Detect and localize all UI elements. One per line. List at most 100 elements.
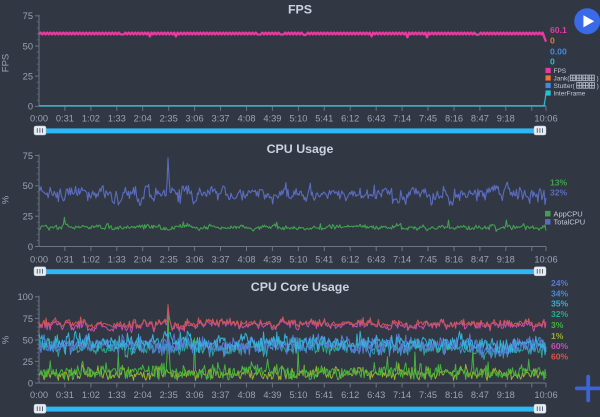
svg-text:6:43: 6:43 xyxy=(367,113,385,123)
svg-text:5:41: 5:41 xyxy=(315,390,333,400)
svg-text:50: 50 xyxy=(23,335,33,345)
svg-text:60%: 60% xyxy=(551,341,569,351)
svg-text:0.00: 0.00 xyxy=(550,47,567,57)
svg-text:FPS: FPS xyxy=(554,68,567,75)
svg-text:0:31: 0:31 xyxy=(56,254,74,264)
svg-text:7:14: 7:14 xyxy=(393,254,411,264)
svg-text:1%: 1% xyxy=(551,331,564,341)
svg-text:9:18: 9:18 xyxy=(497,390,515,400)
svg-text:13%: 13% xyxy=(550,178,568,188)
svg-text:2:35: 2:35 xyxy=(160,113,178,123)
svg-text:0: 0 xyxy=(28,102,33,112)
svg-text:0:31: 0:31 xyxy=(56,113,74,123)
svg-text:1:02: 1:02 xyxy=(82,113,100,123)
svg-text:50: 50 xyxy=(23,41,33,51)
svg-text:25: 25 xyxy=(23,357,33,367)
svg-text:): ) xyxy=(597,83,599,90)
svg-text:2:35: 2:35 xyxy=(160,254,178,264)
svg-text:FPS: FPS xyxy=(288,3,312,17)
svg-text:8:47: 8:47 xyxy=(471,390,489,400)
svg-text:8:16: 8:16 xyxy=(445,254,463,264)
svg-text:3:37: 3:37 xyxy=(211,113,229,123)
svg-text:5:10: 5:10 xyxy=(289,113,307,123)
svg-text:2:35: 2:35 xyxy=(160,390,178,400)
svg-text:60.1: 60.1 xyxy=(550,25,567,35)
svg-text:1:02: 1:02 xyxy=(82,390,100,400)
svg-text:0:00: 0:00 xyxy=(30,390,48,400)
svg-text:25: 25 xyxy=(23,212,33,222)
svg-text:7:14: 7:14 xyxy=(393,390,411,400)
svg-text:0: 0 xyxy=(28,242,33,252)
svg-text:CPU Core Usage: CPU Core Usage xyxy=(251,280,350,294)
svg-text:4:08: 4:08 xyxy=(237,254,255,264)
svg-text:1:33: 1:33 xyxy=(108,113,126,123)
svg-text:1:33: 1:33 xyxy=(108,254,126,264)
svg-text:7:45: 7:45 xyxy=(419,113,437,123)
svg-text:2:04: 2:04 xyxy=(134,113,152,123)
svg-text:2:04: 2:04 xyxy=(134,254,152,264)
svg-text:4:08: 4:08 xyxy=(237,390,255,400)
svg-text:34%: 34% xyxy=(551,289,569,299)
svg-text:): ) xyxy=(597,75,599,82)
svg-text:32%: 32% xyxy=(550,187,568,197)
svg-text:35%: 35% xyxy=(551,299,569,309)
svg-text:8:47: 8:47 xyxy=(471,254,489,264)
svg-text:0:00: 0:00 xyxy=(30,113,48,123)
svg-text:75: 75 xyxy=(23,11,33,21)
svg-text:75: 75 xyxy=(23,314,33,324)
svg-text:AppCPU: AppCPU xyxy=(554,209,583,218)
svg-text:25: 25 xyxy=(23,72,33,82)
svg-text:3:06: 3:06 xyxy=(186,113,204,123)
svg-text:3:37: 3:37 xyxy=(211,390,229,400)
svg-text:75: 75 xyxy=(23,151,33,161)
svg-text:5:41: 5:41 xyxy=(315,254,333,264)
svg-text:FPS: FPS xyxy=(1,54,12,72)
svg-text:4:39: 4:39 xyxy=(263,254,281,264)
svg-text:5:10: 5:10 xyxy=(289,390,307,400)
svg-text:0:31: 0:31 xyxy=(56,390,74,400)
svg-text:6:43: 6:43 xyxy=(367,390,385,400)
svg-text:Stutter(: Stutter( xyxy=(554,83,576,90)
svg-text:6:43: 6:43 xyxy=(367,254,385,264)
svg-text:7:14: 7:14 xyxy=(393,113,411,123)
svg-text:10:06: 10:06 xyxy=(534,254,557,264)
svg-text:50: 50 xyxy=(23,181,33,191)
svg-text:24%: 24% xyxy=(551,278,569,288)
svg-text:9:18: 9:18 xyxy=(497,254,515,264)
svg-text:32%: 32% xyxy=(551,309,569,319)
svg-text:3:06: 3:06 xyxy=(186,254,204,264)
svg-text:CPU Usage: CPU Usage xyxy=(267,142,334,156)
svg-text:InterFrame: InterFrame xyxy=(554,90,586,97)
svg-text:1:02: 1:02 xyxy=(82,254,100,264)
svg-text:10:06: 10:06 xyxy=(534,113,557,123)
svg-text:3:06: 3:06 xyxy=(186,390,204,400)
svg-text:0:00: 0:00 xyxy=(30,254,48,264)
svg-text:2:04: 2:04 xyxy=(134,390,152,400)
svg-text:6:12: 6:12 xyxy=(341,390,359,400)
svg-text:3:37: 3:37 xyxy=(211,254,229,264)
svg-text:9:18: 9:18 xyxy=(497,113,515,123)
svg-text:60%: 60% xyxy=(551,351,569,361)
svg-text:6:12: 6:12 xyxy=(341,113,359,123)
svg-text:6:12: 6:12 xyxy=(341,254,359,264)
svg-text:7:45: 7:45 xyxy=(419,390,437,400)
svg-text:7:45: 7:45 xyxy=(419,254,437,264)
svg-text:4:39: 4:39 xyxy=(263,113,281,123)
svg-text:TotalCPU: TotalCPU xyxy=(554,218,586,227)
svg-text:5:10: 5:10 xyxy=(289,254,307,264)
svg-text:%: % xyxy=(1,195,12,204)
svg-text:4:39: 4:39 xyxy=(263,390,281,400)
svg-text:%: % xyxy=(1,335,12,344)
svg-text:10:06: 10:06 xyxy=(534,390,557,400)
svg-text:0: 0 xyxy=(28,378,33,388)
svg-text:100: 100 xyxy=(17,292,33,302)
svg-text:8:16: 8:16 xyxy=(445,113,463,123)
svg-text:0: 0 xyxy=(550,35,555,45)
svg-text:0: 0 xyxy=(550,57,555,67)
svg-text:Jank(: Jank( xyxy=(554,75,571,82)
svg-text:1:33: 1:33 xyxy=(108,390,126,400)
svg-text:5:41: 5:41 xyxy=(315,113,333,123)
svg-text:8:47: 8:47 xyxy=(471,113,489,123)
svg-text:8:16: 8:16 xyxy=(445,390,463,400)
svg-text:3%: 3% xyxy=(551,320,564,330)
